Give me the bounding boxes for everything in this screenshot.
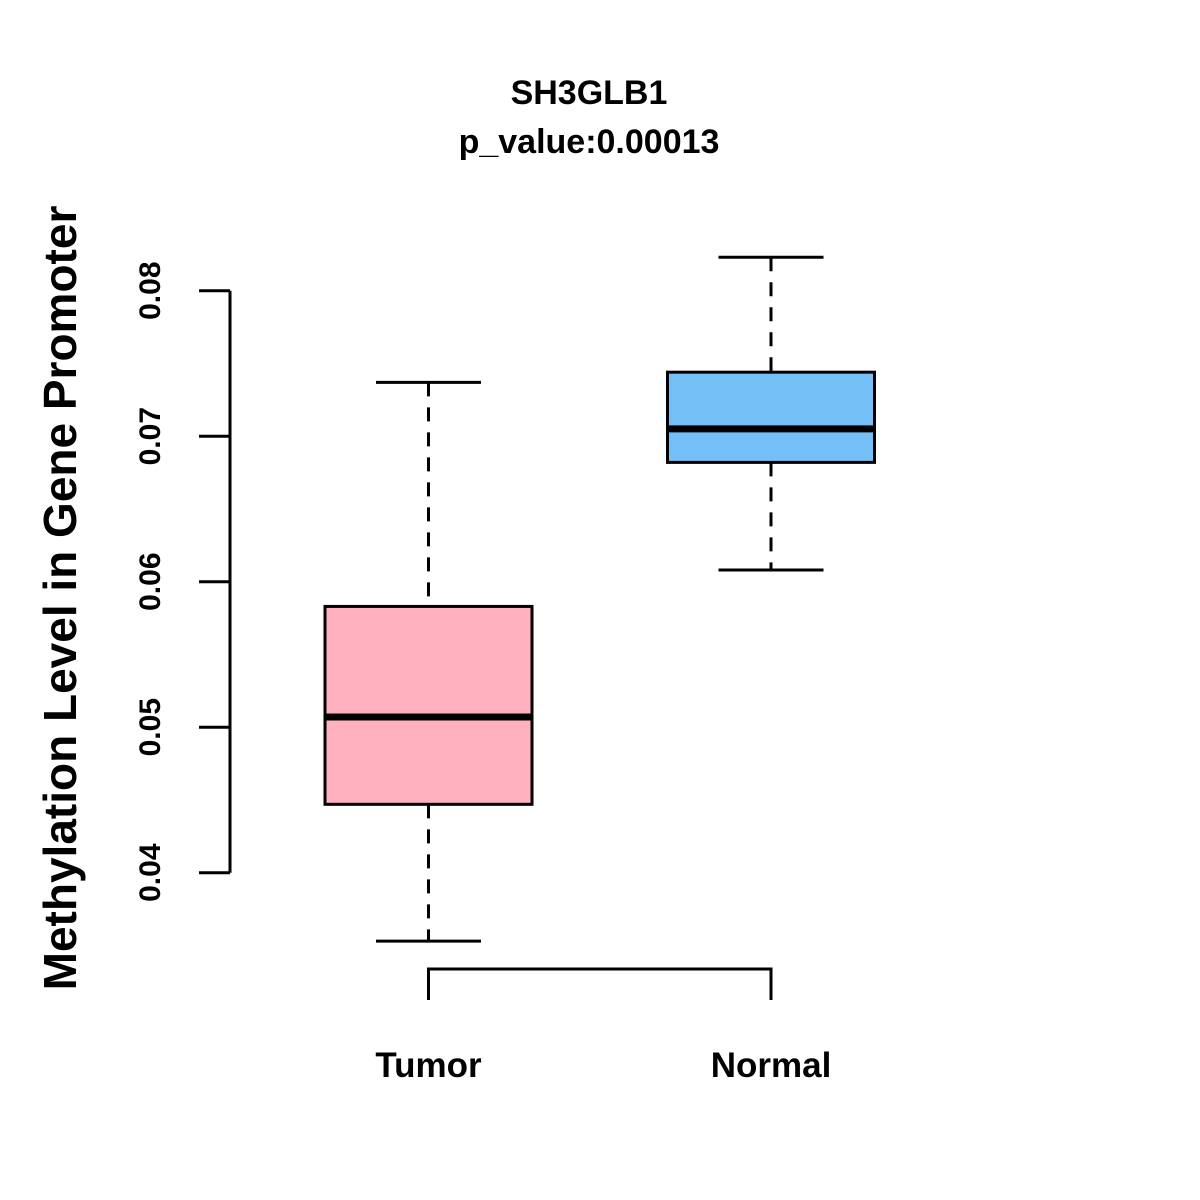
boxplot-groups xyxy=(323,255,876,943)
chart-title: SH3GLB1 xyxy=(511,74,668,112)
x-label-tumor: Tumor xyxy=(375,1046,482,1085)
boxplot-group-normal xyxy=(666,255,876,572)
y-tick-label: 0.04 xyxy=(134,843,167,902)
y-tick-label: 0.06 xyxy=(134,553,167,611)
y-tick-label: 0.05 xyxy=(134,698,167,756)
y-axis-title: Methylation Level in Gene Promoter xyxy=(34,206,86,991)
x-axis: Tumor Normal xyxy=(375,967,832,1085)
y-axis: 0.04 0.05 0.06 0.07 0.08 xyxy=(134,262,232,902)
x-label-normal: Normal xyxy=(711,1046,832,1085)
y-tick-label: 0.07 xyxy=(134,407,167,465)
x-axis-bracket xyxy=(427,967,773,1000)
box-normal xyxy=(666,370,876,464)
y-tick-label: 0.08 xyxy=(134,262,167,320)
chart-subtitle: p_value:0.00013 xyxy=(459,123,720,161)
boxplot-group-tumor xyxy=(323,380,534,943)
box-tumor xyxy=(323,604,534,806)
